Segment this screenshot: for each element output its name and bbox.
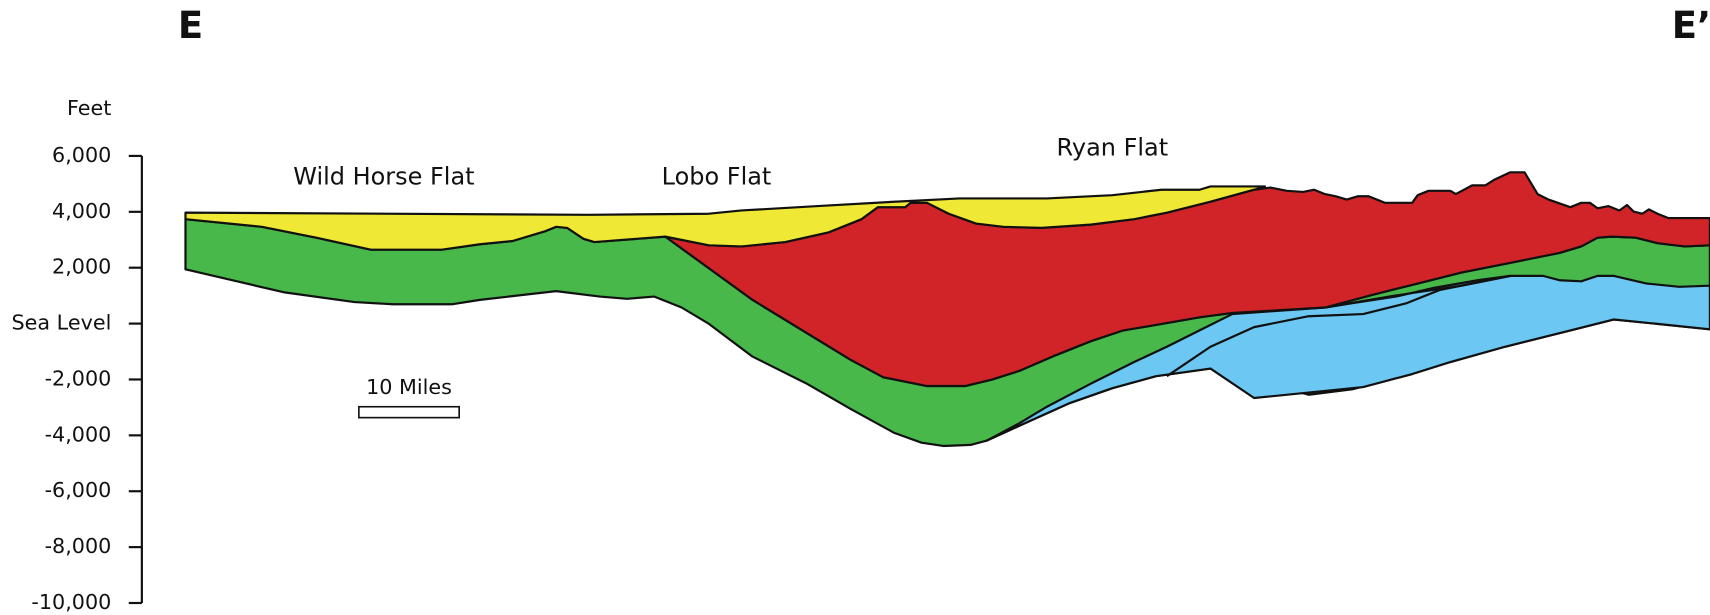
green-inner-contact <box>1324 274 1511 309</box>
yellow-unit <box>184 185 1267 251</box>
y-tick-label: -10,000 <box>31 590 111 614</box>
y-tick-label: 2,000 <box>52 255 111 279</box>
y-tick-label: -4,000 <box>45 422 112 446</box>
tick-group: 6,000 4,000 2,000 Sea Level -2,000 -4,000 -6,0… <box>12 143 142 614</box>
y-tick-label: 6,000 <box>52 143 111 167</box>
section-end: E’ <box>1672 4 1710 47</box>
section-start: E <box>178 4 203 47</box>
place-label: Wild Horse Flat <box>293 163 474 191</box>
axis-unit: Feet <box>67 96 111 120</box>
y-tick-label: -8,000 <box>45 534 112 558</box>
y-tick-label: -2,000 <box>45 366 112 390</box>
y-tick-label: 4,000 <box>52 199 111 223</box>
y-tick-label: -6,000 <box>45 478 112 502</box>
blue-inner-contact <box>1166 274 1511 378</box>
scale-label: 10 Miles <box>366 375 452 399</box>
place-label: Ryan Flat <box>1057 133 1169 161</box>
blue-unit <box>985 274 1710 442</box>
place-label: Lobo Flat <box>662 163 772 191</box>
scale-bar <box>358 405 460 419</box>
y-tick-label: Sea Level <box>12 311 112 335</box>
